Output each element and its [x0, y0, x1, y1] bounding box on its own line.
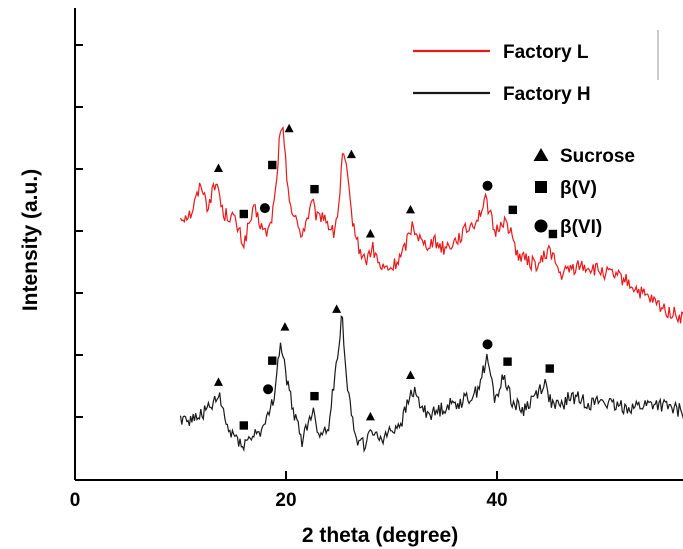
- x-axis-title: 2 theta (degree): [302, 524, 458, 547]
- peak-marker-square: [240, 210, 248, 218]
- peak-marker-square: [546, 364, 554, 372]
- x-tick-label: 40: [486, 490, 507, 511]
- peak-marker-square: [549, 230, 557, 238]
- legend-label-sucrose: Sucrose: [560, 146, 635, 167]
- peak-marker-triangle: [214, 163, 223, 172]
- x-tick-label: 20: [275, 490, 296, 511]
- peak-marker-triangle: [285, 124, 294, 132]
- peak-marker-triangle: [347, 150, 356, 159]
- peak-marker-circle: [263, 384, 273, 394]
- peak-marker-triangle: [280, 322, 289, 331]
- legend-label-factory-l: Factory L: [503, 42, 589, 63]
- peak-marker-square: [503, 357, 511, 365]
- peak-marker-square: [240, 421, 248, 429]
- x-axis-ticks: 0204060: [70, 471, 683, 511]
- peak-marker-square: [268, 356, 276, 364]
- legend-label-factory-h: Factory H: [503, 84, 591, 105]
- x-tick-label: 0: [70, 490, 81, 511]
- series-group: [181, 128, 683, 451]
- peak-marker-triangle: [366, 229, 375, 238]
- peak-marker-triangle: [406, 205, 415, 214]
- square-icon: [535, 181, 547, 193]
- legend: Factory L Factory H Sucrose β(V) β(VI): [413, 30, 658, 238]
- series-line-factory-h: [181, 316, 683, 450]
- peak-marker-triangle: [214, 377, 223, 386]
- legend-label-beta-vi: β(VI): [560, 217, 602, 238]
- y-axis-title: Intensity (a.u.): [19, 169, 42, 311]
- legend-label-beta-v: β(V): [560, 178, 597, 199]
- y-axis-ticks: [75, 45, 83, 417]
- peak-marker-triangle: [406, 370, 415, 379]
- peak-marker-square: [509, 206, 517, 214]
- peak-marker-square: [310, 185, 318, 193]
- peak-marker-circle: [483, 339, 493, 349]
- peak-marker-circle: [483, 181, 493, 191]
- peak-marker-circle: [260, 203, 270, 213]
- peak-marker-triangle: [366, 412, 375, 421]
- peak-marker-square: [268, 161, 276, 169]
- peak-marker-triangle: [332, 304, 341, 313]
- triangle-icon: [534, 148, 549, 161]
- peak-marker-square: [310, 392, 318, 400]
- circle-icon: [535, 220, 548, 233]
